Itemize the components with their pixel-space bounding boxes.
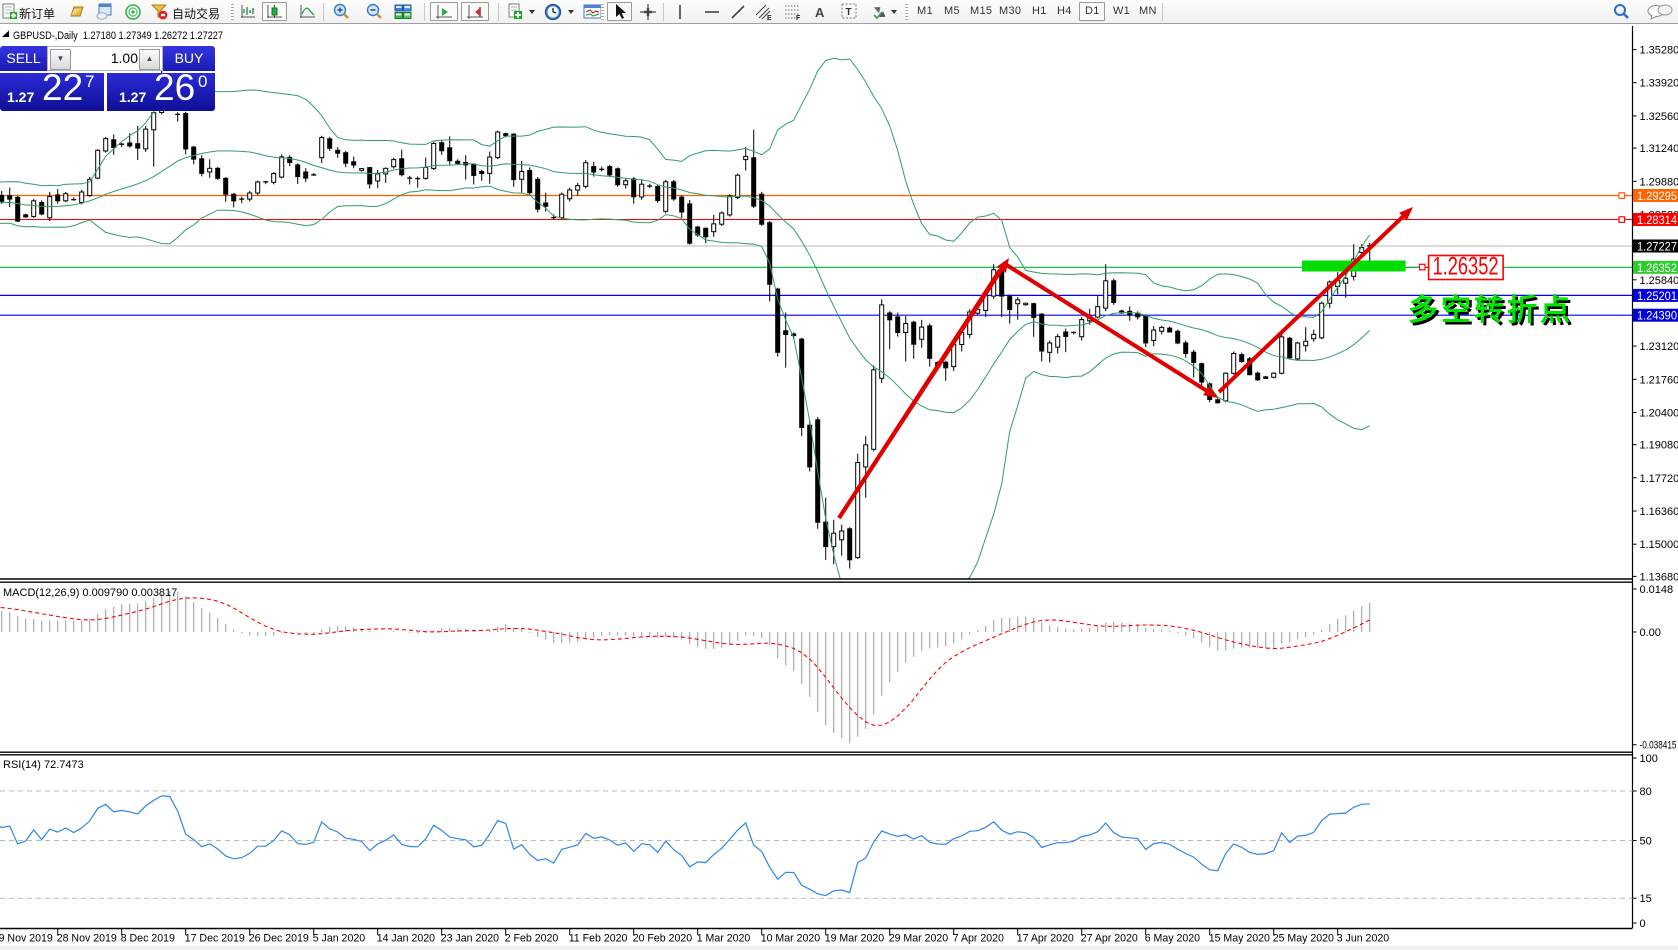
svg-text:3 Jun 2020: 3 Jun 2020 xyxy=(1337,933,1390,945)
svg-text:29 Mar 2020: 29 Mar 2020 xyxy=(889,933,949,945)
svg-text:1.32560: 1.32560 xyxy=(1640,111,1678,123)
svg-text:8 Dec 2019: 8 Dec 2019 xyxy=(121,933,175,945)
svg-text:1.20400: 1.20400 xyxy=(1640,408,1678,420)
svg-text:27 Apr 2020: 27 Apr 2020 xyxy=(1081,933,1138,945)
svg-text:1.21760: 1.21760 xyxy=(1640,374,1678,386)
svg-text:多空转折点: 多空转折点 xyxy=(1408,294,1573,327)
svg-text:1.28314: 1.28314 xyxy=(1637,215,1678,227)
svg-text:15 May 2020: 15 May 2020 xyxy=(1209,933,1270,945)
svg-text:0.0148: 0.0148 xyxy=(1640,584,1674,596)
svg-text:T: T xyxy=(846,7,852,18)
svg-text:1.29880: 1.29880 xyxy=(1640,176,1678,188)
svg-text:F: F xyxy=(796,15,801,21)
svg-text:2 Feb 2020: 2 Feb 2020 xyxy=(505,933,559,945)
svg-text:0: 0 xyxy=(1640,918,1646,930)
svg-text:7 Apr 2020: 7 Apr 2020 xyxy=(953,933,1004,945)
svg-text:25 May 2020: 25 May 2020 xyxy=(1273,933,1334,945)
svg-text:1.16360: 1.16360 xyxy=(1640,506,1678,518)
svg-text:10 Mar 2020: 10 Mar 2020 xyxy=(761,933,821,945)
svg-text:100: 100 xyxy=(1640,753,1658,765)
svg-text:11 Feb 2020: 11 Feb 2020 xyxy=(569,933,628,945)
svg-text:1.17720: 1.17720 xyxy=(1640,473,1678,485)
svg-text:RSI(14) 72.7473: RSI(14) 72.7473 xyxy=(3,759,84,771)
svg-text:1.31240: 1.31240 xyxy=(1640,143,1678,155)
svg-text:1.15000: 1.15000 xyxy=(1640,539,1678,551)
svg-text:E: E xyxy=(767,15,772,21)
svg-text:1.33920: 1.33920 xyxy=(1640,78,1678,90)
svg-text:1.25840: 1.25840 xyxy=(1640,275,1678,287)
svg-text:19 Nov 2019: 19 Nov 2019 xyxy=(0,933,53,945)
svg-text:1.23120: 1.23120 xyxy=(1640,341,1678,353)
svg-text:50: 50 xyxy=(1640,836,1652,848)
svg-text:1.25201: 1.25201 xyxy=(1637,291,1677,303)
svg-text:14 Jan 2020: 14 Jan 2020 xyxy=(377,933,435,945)
svg-text:GBPUSD-,Daily 1.27180 1.27349: GBPUSD-,Daily 1.27180 1.27349 1.26272 1.… xyxy=(13,30,223,42)
svg-text:MACD(12,26,9) 0.009790 0.00381: MACD(12,26,9) 0.009790 0.003817 xyxy=(3,587,177,599)
svg-text:0.00: 0.00 xyxy=(1640,627,1661,639)
svg-text:20 Feb 2020: 20 Feb 2020 xyxy=(633,933,693,945)
svg-text:23 Jan 2020: 23 Jan 2020 xyxy=(441,933,499,945)
svg-text:1.27227: 1.27227 xyxy=(1637,242,1677,254)
svg-text:19 Mar 2020: 19 Mar 2020 xyxy=(825,933,885,945)
svg-text:多空转折点: 多空转折点 xyxy=(1411,297,1576,330)
svg-text:1.13680: 1.13680 xyxy=(1640,571,1678,583)
svg-text:1.19080: 1.19080 xyxy=(1640,440,1678,452)
svg-text:6 May 2020: 6 May 2020 xyxy=(1145,933,1200,945)
svg-text:28 Nov 2019: 28 Nov 2019 xyxy=(57,933,117,945)
svg-text:17 Dec 2019: 17 Dec 2019 xyxy=(185,933,245,945)
svg-text:15: 15 xyxy=(1640,893,1652,905)
svg-text:26 Dec 2019: 26 Dec 2019 xyxy=(249,933,309,945)
svg-text:1.29295: 1.29295 xyxy=(1637,191,1677,203)
svg-text:1.26352: 1.26352 xyxy=(1637,263,1677,275)
svg-text:1.35280: 1.35280 xyxy=(1640,45,1678,57)
svg-text:1.24390: 1.24390 xyxy=(1637,311,1677,323)
svg-text:1.26352: 1.26352 xyxy=(1433,253,1499,281)
svg-text:17 Apr 2020: 17 Apr 2020 xyxy=(1017,933,1074,945)
svg-text:1 Mar 2020: 1 Mar 2020 xyxy=(697,933,751,945)
svg-text:80: 80 xyxy=(1640,786,1652,798)
svg-text:5 Jan 2020: 5 Jan 2020 xyxy=(313,933,366,945)
svg-text:-0.038415: -0.038415 xyxy=(1640,740,1677,752)
